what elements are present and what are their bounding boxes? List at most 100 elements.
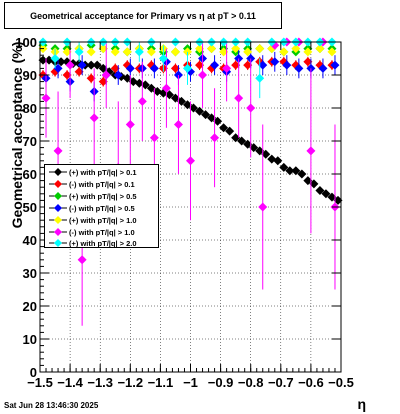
- legend: (+) with pT/|q| > 0.1 (-) with pT/|q| > …: [44, 164, 159, 248]
- data-point: [315, 186, 325, 195]
- data-point: [279, 57, 289, 67]
- legend-entry: (+) with pT/|q| > 0.1: [45, 167, 158, 178]
- data-point: [210, 133, 220, 143]
- data-point: [182, 100, 192, 110]
- x-tick-label: −0.8: [238, 375, 264, 390]
- data-point: [41, 93, 51, 103]
- data-point: [330, 60, 340, 70]
- data-point: [222, 63, 232, 73]
- data-point: [291, 166, 301, 176]
- y-tick-label: 90: [23, 68, 37, 83]
- data-point: [158, 54, 168, 63]
- data-point: [92, 60, 102, 70]
- axis-ticks: −1.5 −1.4 −1.3 −1.2 −1.1 −1 −0.9 −0.8 −0.7 −0.6 −0…: [15, 35, 354, 390]
- data-point: [279, 162, 289, 172]
- legend-entry: (+) with pT/|q| > 0.5: [45, 191, 158, 202]
- data-point: [62, 70, 72, 80]
- data-point: [315, 44, 325, 54]
- y-tick-label: 10: [23, 332, 37, 347]
- data-point: [122, 47, 132, 57]
- data-point: [195, 106, 205, 116]
- data-point: [273, 156, 283, 166]
- data-point: [282, 60, 292, 70]
- data-point: [110, 63, 120, 73]
- data-point: [98, 44, 108, 54]
- chart-title: Geometrical acceptance for Primary vs η …: [4, 2, 282, 29]
- legend-entry: (+) with pT/|q| > 2.0: [45, 238, 158, 249]
- data-point: [113, 70, 123, 80]
- data-point: [246, 103, 256, 113]
- data-point: [309, 179, 319, 189]
- data-point: [303, 176, 313, 186]
- data-point: [125, 63, 135, 73]
- legend-entry: (-) with pT/|q| > 0.1: [45, 179, 158, 190]
- datestamp: Sat Jun 28 13:46:30 2025: [4, 401, 99, 410]
- data-point: [294, 63, 304, 73]
- x-tick-label: −1.4: [57, 375, 83, 390]
- data-point: [195, 60, 205, 70]
- y-tick-label: 80: [23, 101, 37, 116]
- data-point: [161, 83, 171, 93]
- data-point: [125, 120, 135, 129]
- data-point: [249, 143, 259, 153]
- y-tick-label: 40: [23, 233, 37, 248]
- data-point: [237, 136, 247, 146]
- legend-marker-icon: [54, 192, 62, 200]
- data-point: [243, 139, 253, 149]
- data-point: [77, 255, 87, 265]
- data-point: [234, 93, 244, 103]
- x-tick-label: −1.1: [148, 375, 174, 390]
- x-tick-label: −1: [183, 375, 198, 390]
- y-tick-label: 30: [23, 266, 37, 281]
- data-point: [182, 63, 192, 73]
- x-axis-label: η: [357, 396, 366, 412]
- legend-marker-icon: [54, 216, 62, 224]
- y-tick-label: 0: [30, 365, 37, 380]
- x-tick-label: −1.2: [117, 375, 143, 390]
- data-point: [189, 103, 199, 113]
- data-point: [149, 133, 159, 143]
- data-point: [321, 189, 331, 199]
- data-point: [207, 113, 217, 123]
- legend-marker-icon: [54, 204, 62, 212]
- data-point: [333, 195, 343, 205]
- data-point: [219, 123, 229, 133]
- data-point: [255, 44, 265, 54]
- data-point: [210, 60, 220, 70]
- data-point: [297, 169, 307, 179]
- data-point: [303, 57, 313, 67]
- data-point: [243, 60, 253, 70]
- data-point: [279, 47, 289, 57]
- data-point: [207, 44, 217, 54]
- data-point: [198, 70, 208, 80]
- x-tick-label: −0.5: [328, 375, 354, 390]
- y-tick-label: 20: [23, 299, 37, 314]
- data-point: [243, 47, 253, 57]
- y-axis-label: Geometrical acceptance (%): [9, 41, 25, 229]
- legend-entry: (+) with pT/|q| > 1.0: [45, 215, 158, 226]
- x-tick-label: −0.9: [208, 375, 234, 390]
- data-point: [53, 146, 63, 156]
- data-point: [38, 55, 48, 65]
- legend-marker-icon: [54, 228, 62, 236]
- data-point: [98, 63, 108, 73]
- data-point: [50, 54, 60, 63]
- data-point: [77, 60, 87, 70]
- data-point: [140, 80, 150, 90]
- y-tick-label: 70: [23, 134, 37, 149]
- data-point: [231, 60, 241, 70]
- data-point: [258, 60, 268, 70]
- y-tick-label: 100: [15, 35, 37, 50]
- data-point: [56, 57, 66, 67]
- legend-entry: (-) with pT/|q| > 1.0: [45, 227, 158, 238]
- data-point: [231, 133, 241, 143]
- data-point: [53, 63, 63, 73]
- data-point: [146, 83, 156, 93]
- data-point: [327, 47, 337, 57]
- data-point: [318, 63, 328, 73]
- x-tick-label: −1.3: [87, 375, 113, 390]
- data-point: [170, 63, 180, 73]
- data-point: [98, 77, 108, 87]
- data-point: [74, 67, 84, 77]
